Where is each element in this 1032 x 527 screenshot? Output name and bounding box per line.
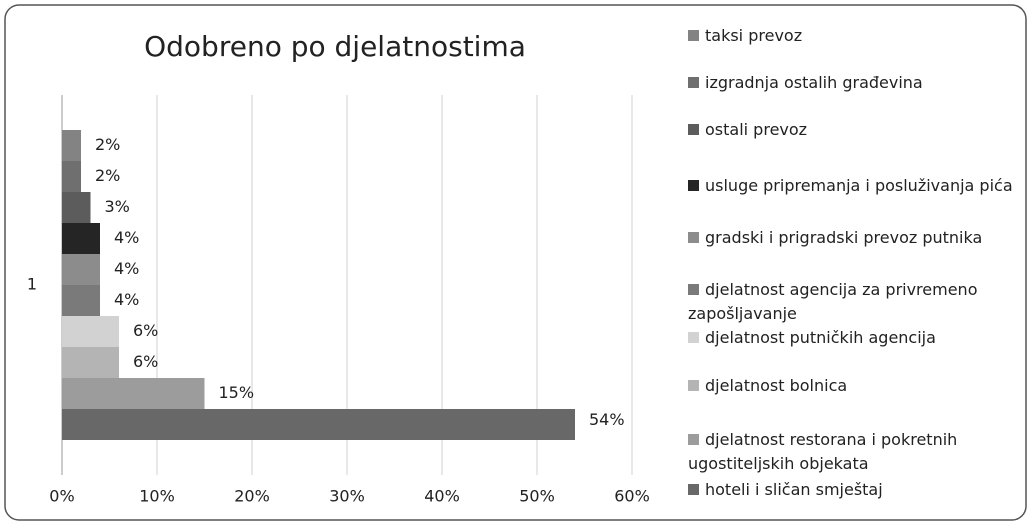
chart-title: Odobreno po djelatnostima <box>144 30 526 63</box>
legend-label: usluge pripremanja i posluživanja pića <box>705 176 1013 195</box>
data-label: 4% <box>114 259 139 278</box>
data-label: 3% <box>105 197 130 216</box>
data-label: 6% <box>133 321 158 340</box>
data-label: 2% <box>95 135 120 154</box>
data-label: 15% <box>219 383 255 402</box>
bar <box>62 254 100 285</box>
legend-swatch <box>688 380 699 391</box>
legend-swatch <box>688 434 699 445</box>
legend-entry: ostali prevoz <box>688 118 1018 142</box>
bar <box>62 285 100 316</box>
legend-label: djelatnost bolnica <box>705 376 848 395</box>
legend-swatch <box>688 284 699 295</box>
legend-swatch <box>688 232 699 243</box>
legend-label: djelatnost agencija za privremeno zapošl… <box>688 280 978 323</box>
legend-label: djelatnost restorana i pokretnih ugostit… <box>688 430 958 473</box>
data-label: 4% <box>114 290 139 309</box>
x-tick-label: 40% <box>424 487 460 506</box>
bar <box>62 316 119 347</box>
y-tick-label: 1 <box>27 275 37 294</box>
legend-entry: djelatnost putničkih agencija <box>688 326 1018 350</box>
legend-label: izgradnja ostalih građevina <box>705 73 923 92</box>
bar <box>62 409 575 440</box>
legend-entry: izgradnja ostalih građevina <box>688 71 1018 95</box>
legend-swatch <box>688 484 699 495</box>
legend-entry: usluge pripremanja i posluživanja pića <box>688 174 1018 198</box>
x-tick-label: 50% <box>519 487 555 506</box>
data-label: 2% <box>95 166 120 185</box>
data-label: 4% <box>114 228 139 247</box>
legend-label: taksi prevoz <box>705 26 803 45</box>
x-tick-label: 0% <box>49 487 74 506</box>
legend-swatch <box>688 180 699 191</box>
bar <box>62 378 205 409</box>
legend-entry: djelatnost agencija za privremeno zapošl… <box>688 278 1018 326</box>
legend-swatch <box>688 30 699 41</box>
x-tick-label: 60% <box>614 487 650 506</box>
legend-swatch <box>688 124 699 135</box>
legend-entry: hoteli i sličan smještaj <box>688 478 1018 502</box>
legend-swatch <box>688 77 699 88</box>
x-tick-label: 30% <box>329 487 365 506</box>
legend-label: gradski i prigradski prevoz putnika <box>705 228 983 247</box>
data-label: 6% <box>133 352 158 371</box>
data-label: 54% <box>589 410 625 429</box>
legend-entry: taksi prevoz <box>688 24 1018 48</box>
bar <box>62 161 81 192</box>
x-tick-label: 10% <box>139 487 175 506</box>
legend-entry: djelatnost bolnica <box>688 374 1018 398</box>
legend-entry: djelatnost restorana i pokretnih ugostit… <box>688 428 1018 476</box>
legend-swatch <box>688 332 699 343</box>
legend-label: hoteli i sličan smještaj <box>705 480 883 499</box>
x-tick-label: 20% <box>234 487 270 506</box>
bar <box>62 192 91 223</box>
bar <box>62 130 81 161</box>
bar <box>62 223 100 254</box>
legend-entry: gradski i prigradski prevoz putnika <box>688 226 1018 250</box>
legend-label: djelatnost putničkih agencija <box>705 328 936 347</box>
legend-label: ostali prevoz <box>705 120 808 139</box>
bar <box>62 347 119 378</box>
chart-border <box>4 4 1027 521</box>
